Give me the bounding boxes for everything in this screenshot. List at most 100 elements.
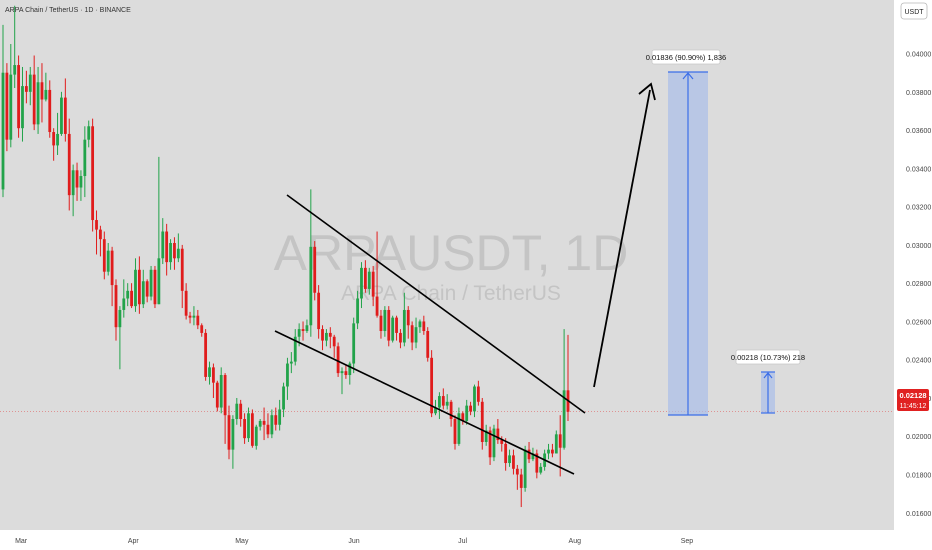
candle <box>406 306 410 339</box>
candle-body <box>551 449 554 454</box>
candle-body <box>286 363 289 387</box>
candle-body <box>44 89 48 100</box>
price-tick-label: 0.03800 <box>906 90 931 97</box>
candle-body <box>145 281 149 297</box>
plot-area[interactable] <box>0 0 894 530</box>
candle-body <box>262 420 266 425</box>
candle-body <box>13 65 17 75</box>
time-axis[interactable]: Mar Apr May Jun Jul Aug Sep <box>15 538 693 545</box>
candle-body <box>278 409 282 425</box>
candle <box>492 424 496 462</box>
chart-watermark: ARPAUSDT, 1D ARPA Chain / TetherUS <box>274 225 629 305</box>
candle <box>192 306 196 326</box>
candle-body <box>367 271 371 289</box>
candle-body <box>71 170 75 196</box>
candle-body <box>188 315 192 318</box>
candle-body <box>212 367 215 383</box>
candle-body <box>1 72 5 190</box>
candle <box>278 399 282 431</box>
candle-body <box>36 82 40 125</box>
candle <box>476 380 480 406</box>
candle-body <box>282 386 285 410</box>
candle-body <box>102 239 106 272</box>
candle-body <box>254 426 258 446</box>
currency-button[interactable]: USDT <box>900 2 928 20</box>
candle-body <box>176 248 180 259</box>
candlestick-series <box>1 5 570 508</box>
candle <box>1 24 5 198</box>
candle <box>313 241 317 301</box>
candle <box>484 424 488 446</box>
candle-body <box>422 321 426 332</box>
upper-trendline[interactable] <box>286 194 586 414</box>
candle-body <box>473 386 476 412</box>
candle <box>336 342 340 377</box>
candle <box>465 399 469 425</box>
measure-large-label: 0.01836 (90.90%) 1,836 <box>646 53 726 62</box>
candle-body <box>523 449 527 488</box>
price-tick-label: 0.02800 <box>906 281 931 288</box>
candle-body <box>274 415 278 425</box>
candle <box>414 317 418 349</box>
candle <box>149 265 153 301</box>
candle <box>204 329 208 381</box>
price-range-measure-large[interactable]: 0.01836 (90.90%) 1,836 <box>646 49 726 416</box>
candle-body <box>488 430 492 458</box>
price-tick-label: 0.01600 <box>906 511 931 518</box>
candle-body <box>321 329 324 341</box>
candle-body <box>99 229 102 240</box>
candle-body <box>496 428 500 441</box>
candle <box>328 327 332 349</box>
candle <box>145 279 149 303</box>
candle-body <box>208 367 211 377</box>
candle <box>254 424 258 450</box>
candle <box>305 319 309 333</box>
candle-body <box>383 309 387 332</box>
candle-body <box>67 133 71 196</box>
candle-body <box>270 415 274 435</box>
candle-body <box>215 382 219 408</box>
arrow-up-icon <box>763 372 773 379</box>
candle-body <box>391 317 395 341</box>
candle-body <box>387 309 391 341</box>
candle-body <box>554 434 558 454</box>
candle <box>134 258 137 312</box>
candle <box>17 55 20 138</box>
candle <box>286 357 289 400</box>
candle-body <box>379 315 383 332</box>
candle <box>219 367 223 414</box>
candle <box>200 323 204 337</box>
current-price-value: 0.02128 <box>899 391 926 400</box>
measure-small-label: 0.00218 (10.73%) 218 <box>731 353 805 362</box>
candle-body <box>484 430 488 442</box>
candle-body <box>418 321 422 328</box>
candle <box>231 415 235 469</box>
candle <box>176 233 180 263</box>
candle <box>356 290 359 330</box>
price-tick-label: 0.03000 <box>906 243 931 250</box>
candle <box>504 438 508 471</box>
price-tick-label: 0.03200 <box>906 205 931 212</box>
candle <box>562 329 566 450</box>
watermark-name: ARPA Chain / TetherUS <box>341 282 561 305</box>
candle-body <box>301 329 305 332</box>
candle <box>215 380 219 412</box>
lower-trendline[interactable] <box>274 330 575 475</box>
candle <box>130 283 133 309</box>
price-range-measure-small[interactable]: 0.00218 (10.73%) 218 <box>731 349 805 414</box>
candle <box>410 321 414 351</box>
candle-body <box>153 269 157 305</box>
candle-body <box>21 86 24 129</box>
candle-body <box>79 176 83 188</box>
candle <box>426 327 430 362</box>
candle-body <box>184 290 188 316</box>
candle <box>184 283 188 320</box>
candle-body <box>250 413 254 446</box>
candle-body <box>539 466 543 473</box>
candle-body <box>562 390 566 448</box>
candle <box>122 279 126 318</box>
candle <box>106 242 110 276</box>
candle-body <box>328 332 332 337</box>
candle <box>309 189 313 337</box>
